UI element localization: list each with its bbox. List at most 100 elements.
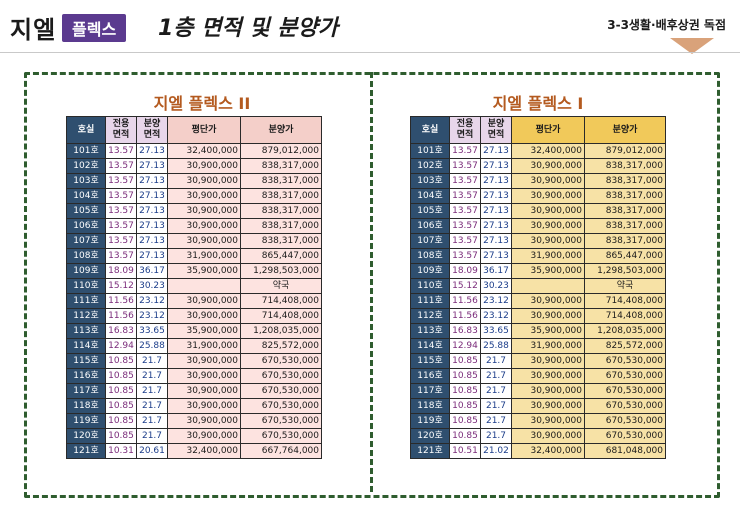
cell-exclusive-area: 16.83	[105, 323, 137, 339]
cell-sale-price: 1,298,503,000	[240, 263, 322, 279]
cell-exclusive-area: 13.57	[105, 143, 137, 159]
price-table-right: 호실 전용 면적 분양 면적 평단가 분양가 101호 13.57 27.13 32,…	[410, 116, 666, 459]
table-row: 119호 10.85 21.7 30,900,000 670,530,000	[66, 413, 322, 429]
cell-unit: 120호	[410, 428, 450, 444]
cell-sale-area: 20.61	[136, 443, 168, 459]
cell-sale-area: 21.7	[480, 413, 512, 429]
cell-unit: 116호	[66, 368, 106, 384]
cell-sale-area: 27.13	[136, 143, 168, 159]
cell-sale-price: 1,208,035,000	[240, 323, 322, 339]
cell-unit: 107호	[66, 233, 106, 249]
cell-sale-area: 21.7	[136, 428, 168, 444]
cell-sale-price: 670,530,000	[584, 368, 666, 384]
table-row: 120호 10.85 21.7 30,900,000 670,530,000	[410, 428, 666, 444]
cell-sale-area: 27.13	[480, 173, 512, 189]
cell-sale-price: 670,530,000	[584, 383, 666, 399]
cell-sale-price: 1,208,035,000	[584, 323, 666, 339]
table-row: 113호 16.83 33.65 35,900,000 1,208,035,000	[66, 323, 322, 339]
cell-unit-price: 35,900,000	[167, 263, 241, 279]
cell-sale-price: 약국	[584, 278, 666, 294]
cell-sale-area: 27.13	[480, 233, 512, 249]
cell-sale-area: 21.7	[480, 353, 512, 369]
cell-exclusive-area: 13.57	[449, 188, 481, 204]
cell-sale-area: 27.13	[136, 233, 168, 249]
cell-sale-price: 865,447,000	[584, 248, 666, 264]
cell-unit: 109호	[66, 263, 106, 279]
table-row: 117호 10.85 21.7 30,900,000 670,530,000	[410, 383, 666, 399]
col-header-sale-price: 분양가	[584, 116, 666, 144]
panel-title-left: 지엘 플렉스 II	[153, 94, 251, 113]
cell-exclusive-area: 13.57	[449, 158, 481, 174]
cell-exclusive-area: 13.57	[449, 203, 481, 219]
table-row: 113호 16.83 33.65 35,900,000 1,208,035,000	[410, 323, 666, 339]
cell-unit: 106호	[410, 218, 450, 234]
cell-sale-price: 1,298,503,000	[584, 263, 666, 279]
cell-unit-price: 31,900,000	[167, 248, 241, 264]
cell-sale-price: 838,317,000	[240, 233, 322, 249]
table-row: 114호 12.94 25.88 31,900,000 825,572,000	[410, 338, 666, 354]
cell-unit: 102호	[66, 158, 106, 174]
cell-exclusive-area: 10.85	[449, 398, 481, 414]
cell-sale-area: 21.7	[480, 428, 512, 444]
cell-unit-price: 31,900,000	[167, 338, 241, 354]
cell-unit: 108호	[410, 248, 450, 264]
cell-sale-area: 23.12	[480, 293, 512, 309]
table-row: 118호 10.85 21.7 30,900,000 670,530,000	[410, 398, 666, 414]
cell-sale-price: 670,530,000	[240, 383, 322, 399]
table-row: 121호 10.51 21.02 32,400,000 681,048,000	[410, 443, 666, 459]
table-row: 107호 13.57 27.13 30,900,000 838,317,000	[66, 233, 322, 249]
table-row: 115호 10.85 21.7 30,900,000 670,530,000	[66, 353, 322, 369]
table-row: 104호 13.57 27.13 30,900,000 838,317,000	[66, 188, 322, 204]
cell-unit-price: 31,900,000	[511, 248, 585, 264]
cell-exclusive-area: 10.85	[105, 428, 137, 444]
table-row: 111호 11.56 23.12 30,900,000 714,408,000	[410, 293, 666, 309]
cell-unit-price: 30,900,000	[511, 428, 585, 444]
col-header-exclusive-area: 전용 면적	[449, 116, 481, 144]
table-row: 108호 13.57 27.13 31,900,000 865,447,000	[66, 248, 322, 264]
cell-exclusive-area: 13.57	[105, 158, 137, 174]
cell-unit-price: 30,900,000	[167, 383, 241, 399]
cell-unit: 108호	[66, 248, 106, 264]
cell-sale-price: 838,317,000	[584, 233, 666, 249]
cell-unit-price: 30,900,000	[511, 233, 585, 249]
cell-unit-price: 30,900,000	[511, 353, 585, 369]
cell-exclusive-area: 13.57	[105, 248, 137, 264]
cell-unit-price: 30,900,000	[511, 158, 585, 174]
cell-exclusive-area: 11.56	[105, 308, 137, 324]
cell-sale-price: 838,317,000	[240, 173, 322, 189]
table-row: 102호 13.57 27.13 30,900,000 838,317,000	[410, 158, 666, 174]
cell-sale-area: 27.13	[480, 158, 512, 174]
cell-sale-price: 667,764,000	[240, 443, 322, 459]
cell-sale-area: 30.23	[480, 278, 512, 294]
cell-sale-price: 714,408,000	[584, 293, 666, 309]
cell-sale-area: 27.13	[136, 218, 168, 234]
cell-unit: 114호	[66, 338, 106, 354]
cell-sale-area: 25.88	[136, 338, 168, 354]
cell-unit-price: 30,900,000	[167, 353, 241, 369]
cell-sale-price: 670,530,000	[240, 413, 322, 429]
cell-unit: 103호	[410, 173, 450, 189]
cell-unit-price	[167, 278, 241, 294]
cell-exclusive-area: 13.57	[105, 203, 137, 219]
corner-text: 3-3생활·배후상권 독점	[607, 18, 726, 32]
cell-unit: 115호	[66, 353, 106, 369]
table-row: 114호 12.94 25.88 31,900,000 825,572,000	[66, 338, 322, 354]
cell-unit-price: 32,400,000	[167, 443, 241, 459]
cell-unit: 116호	[410, 368, 450, 384]
cell-sale-area: 27.13	[480, 218, 512, 234]
cell-exclusive-area: 15.12	[105, 278, 137, 294]
cell-unit: 117호	[66, 383, 106, 399]
cell-exclusive-area: 10.51	[449, 443, 481, 459]
brand-main: 지엘	[10, 16, 57, 44]
cell-unit-price: 30,900,000	[167, 368, 241, 384]
table-row: 108호 13.57 27.13 31,900,000 865,447,000	[410, 248, 666, 264]
cell-sale-price: 681,048,000	[584, 443, 666, 459]
table-row: 109호 18.09 36.17 35,900,000 1,298,503,000	[66, 263, 322, 279]
cell-sale-area: 21.7	[136, 353, 168, 369]
cell-sale-price: 838,317,000	[240, 218, 322, 234]
cell-unit: 117호	[410, 383, 450, 399]
cell-unit: 110호	[410, 278, 450, 294]
cell-sale-price: 714,408,000	[584, 308, 666, 324]
cell-sale-price: 670,530,000	[584, 398, 666, 414]
cell-sale-price: 714,408,000	[240, 293, 322, 309]
